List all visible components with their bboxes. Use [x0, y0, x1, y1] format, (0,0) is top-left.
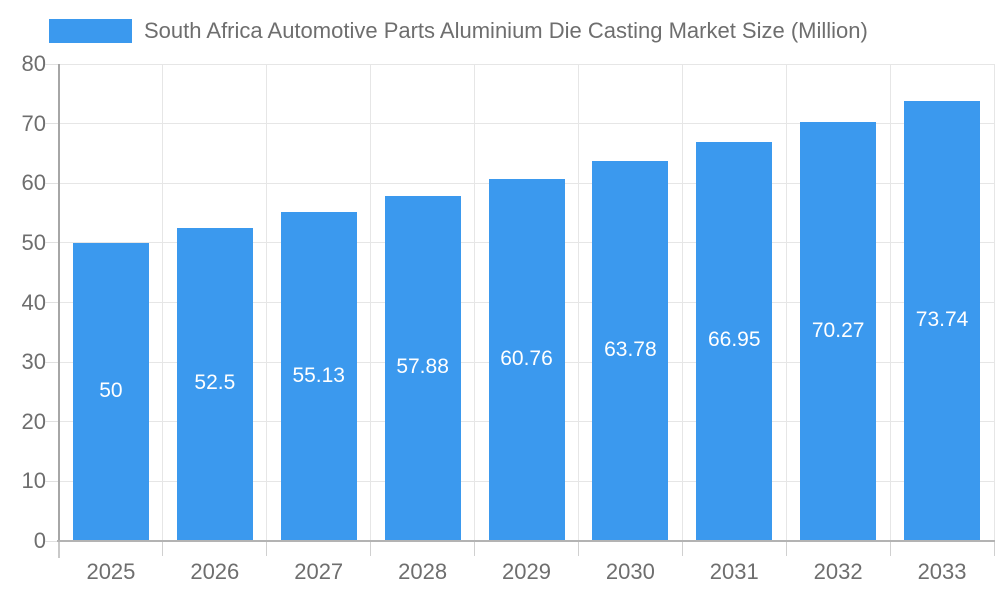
y-axis-tick	[45, 540, 59, 542]
y-axis-tick	[45, 421, 59, 423]
y-axis-tick	[45, 123, 59, 125]
y-tick-label-60: 60	[21, 170, 46, 196]
x-axis-tick	[889, 542, 891, 556]
bar-2033[interactable]	[904, 101, 981, 541]
bar-value-label-2026: 52.5	[194, 371, 236, 395]
bar-2030[interactable]	[592, 160, 669, 541]
bar-value-label-2033: 73.74	[915, 308, 969, 332]
y-axis-tick	[45, 480, 59, 482]
bar-2028[interactable]	[384, 195, 461, 541]
x-axis-tick	[785, 542, 787, 556]
legend-label: South Africa Automotive Parts Aluminium …	[144, 18, 868, 43]
y-tick-label-70: 70	[21, 110, 46, 136]
y-tick-label-30: 30	[21, 349, 46, 375]
y-tick-label-40: 40	[21, 289, 46, 315]
h-gridline-70	[59, 123, 994, 125]
y-axis-line	[58, 64, 60, 541]
x-axis-tick	[993, 542, 995, 556]
bar-2026[interactable]	[176, 227, 253, 541]
plot-area: 50 52.5 55.13 57.88 60.76 63.78 66.95 70.27 73.7…	[59, 63, 995, 541]
x-tick-label-2028: 2028	[398, 559, 448, 584]
y-axis-tick	[45, 242, 59, 244]
y-axis-tick	[45, 361, 59, 363]
y-axis-tick	[45, 302, 59, 303]
bar-value-label-2032: 70.27	[811, 318, 865, 342]
v-gridline	[370, 64, 372, 541]
x-tick-label-2033: 2033	[917, 559, 967, 584]
v-gridline	[993, 64, 995, 541]
bar-2029[interactable]	[488, 178, 565, 541]
bar-2025[interactable]	[72, 242, 149, 541]
v-gridline	[162, 64, 164, 541]
y-axis-tick	[45, 63, 59, 65]
bar-2027[interactable]	[280, 212, 357, 541]
y-tick-label-20: 20	[21, 408, 46, 434]
bar-2032[interactable]	[800, 122, 877, 541]
x-axis-tick	[162, 542, 164, 556]
y-tick-label-50: 50	[21, 229, 46, 255]
x-tick-label-2030: 2030	[605, 559, 655, 584]
v-gridline	[266, 64, 268, 541]
v-gridline	[577, 64, 579, 541]
chart-legend[interactable]: South Africa Automotive Parts Aluminium …	[49, 17, 868, 45]
x-tick-label-2026: 2026	[190, 559, 240, 584]
x-axis-tick	[577, 542, 579, 556]
x-axis-tick	[474, 542, 476, 556]
bar-value-label-2027: 55.13	[292, 363, 345, 387]
x-tick-label-2029: 2029	[502, 559, 551, 584]
bar-2031[interactable]	[696, 141, 773, 541]
bar-value-label-2030: 63.78	[604, 337, 657, 361]
y-tick-label-0: 0	[33, 528, 46, 553]
v-gridline	[785, 64, 787, 541]
y-axis-tick	[45, 182, 59, 184]
bar-value-label-2025: 50	[99, 378, 123, 402]
x-tick-label-2032: 2032	[813, 559, 863, 584]
x-tick-label-2031: 2031	[709, 559, 759, 584]
x-tick-label-2025: 2025	[86, 559, 136, 584]
bar-value-label-2029: 60.76	[500, 346, 553, 370]
x-tick-label-2027: 2027	[294, 559, 344, 584]
x-axis-tick	[370, 542, 372, 556]
x-axis-tick	[681, 542, 683, 556]
bar-value-label-2028: 57.88	[396, 355, 449, 379]
y-tick-label-10: 10	[21, 468, 46, 494]
y-tick-label-80: 80	[21, 51, 46, 76]
v-gridline	[889, 64, 891, 541]
x-axis-tick	[266, 542, 268, 556]
v-gridline	[681, 64, 683, 541]
y-axis-tick-extension	[58, 542, 60, 558]
legend-swatch	[49, 19, 132, 43]
v-gridline	[474, 64, 476, 541]
bar-value-label-2031: 66.95	[707, 328, 761, 352]
h-gridline-80	[59, 63, 994, 65]
x-axis-line	[57, 540, 995, 542]
